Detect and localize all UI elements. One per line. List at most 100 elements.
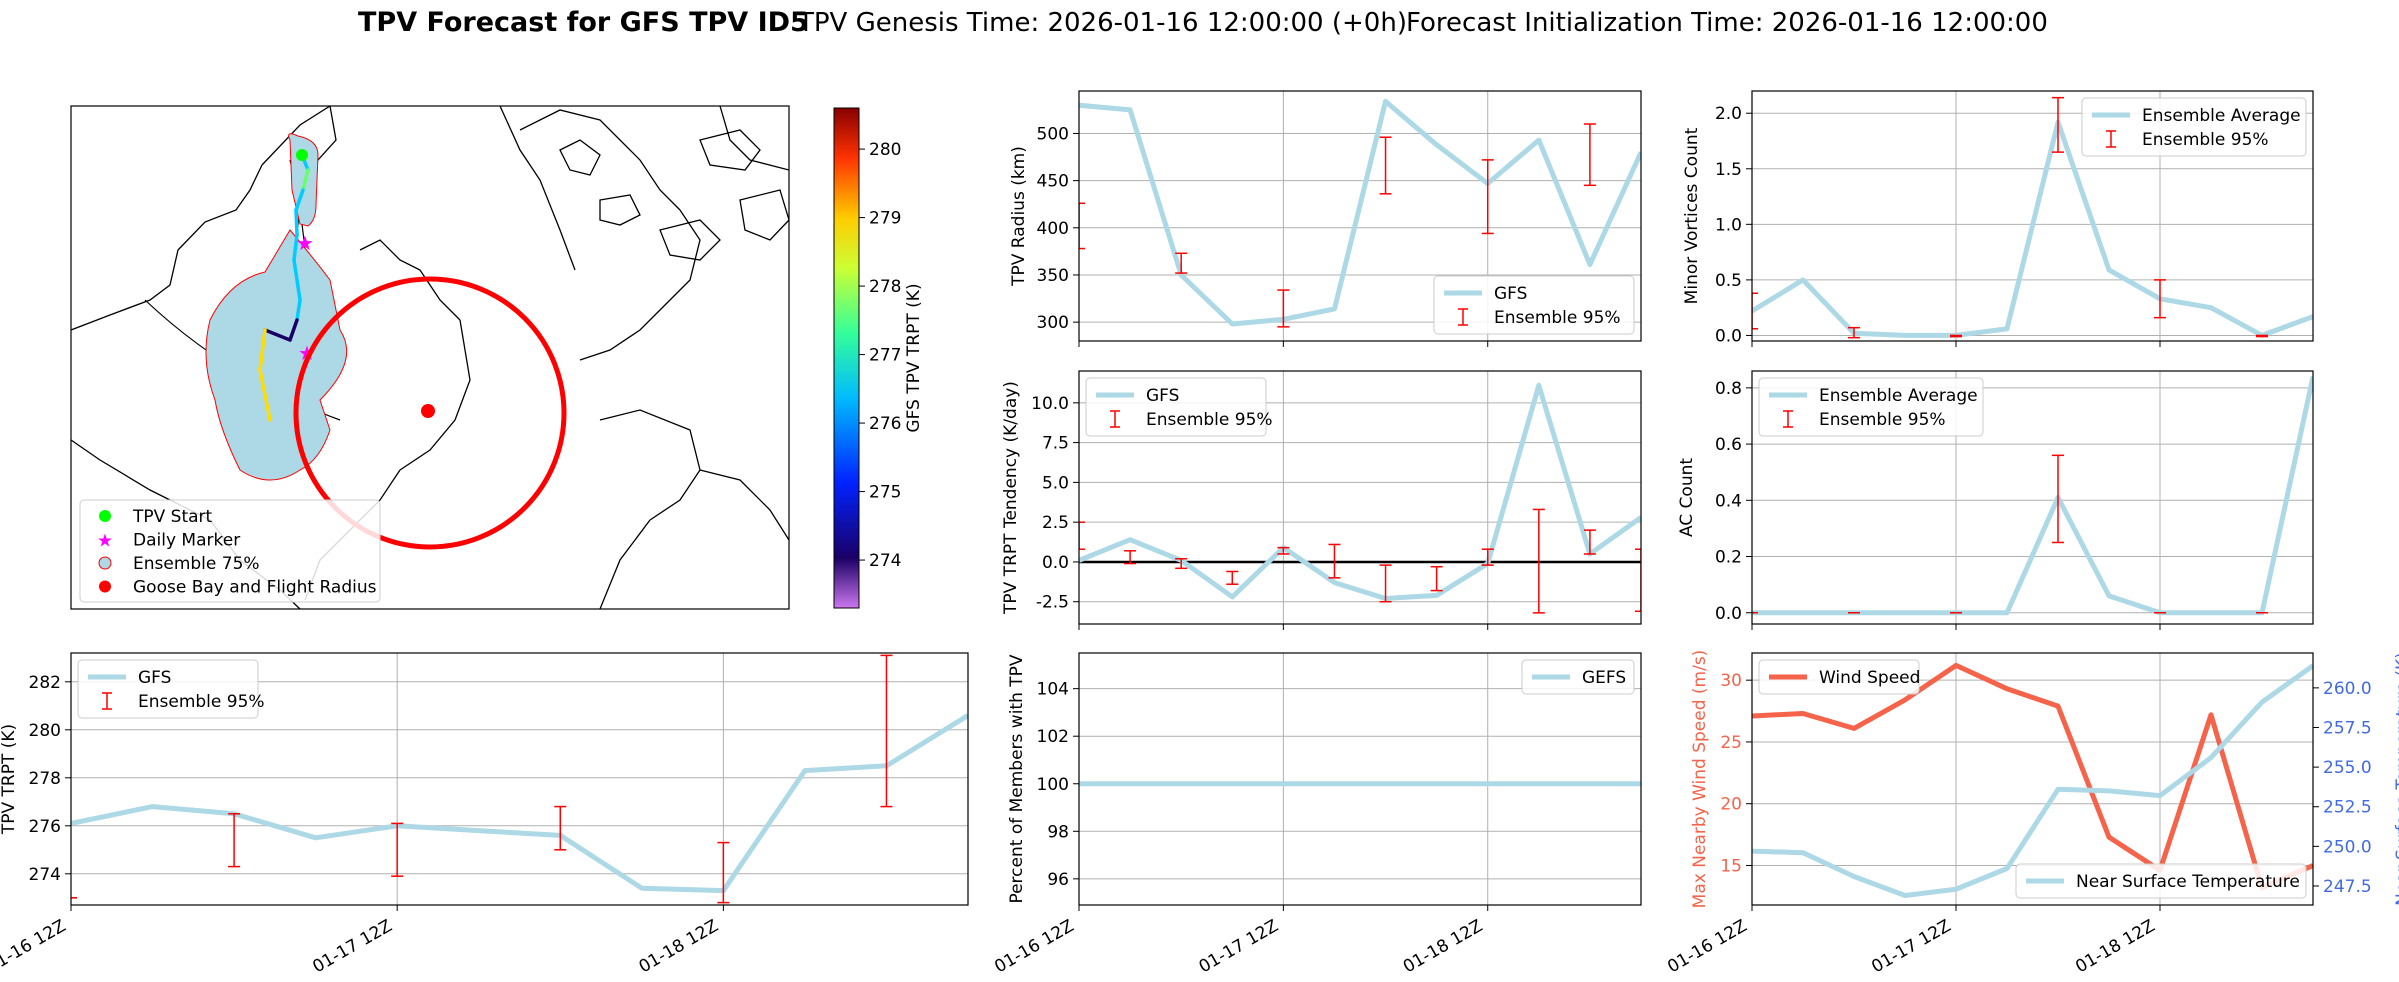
radius-series-line	[1079, 98, 1641, 327]
percent-ytick-label: 100	[1037, 775, 1069, 795]
percent-legend-box	[1521, 659, 1635, 695]
ac_count-legend-label: Ensemble Average	[1819, 386, 1978, 406]
map-colorbar-tick-label: 277	[869, 346, 901, 366]
radius-ytick-label: 500	[1037, 124, 1069, 144]
ac_count-plot-area	[1752, 376, 2313, 616]
title-init: Forecast Initialization Time: 2026-01-16…	[1406, 8, 2048, 38]
percent-ytick-label: 102	[1037, 727, 1069, 747]
map-colorbar-tick-label: 279	[869, 209, 901, 229]
tendency-ytick-label: -2.5	[1036, 593, 1069, 613]
ac_count-ytick-label: 0.6	[1715, 435, 1742, 455]
tendency-series-line	[1079, 382, 1641, 601]
tendency-ytick-label: 10.0	[1031, 394, 1069, 414]
minor_vortices-ylabel: Minor Vortices Count	[1682, 127, 1702, 304]
radius-legend-box	[1433, 275, 1635, 335]
wind_temp-ylabel-right: Near Surface Temperature (K)	[2393, 652, 2399, 906]
map-legend-goosebay-swatch	[99, 580, 111, 593]
percent-ytick-label: 96	[1047, 870, 1069, 890]
map-colorbar-tick-label: 280	[869, 140, 901, 160]
wind_temp-ytick-label: 20	[1720, 795, 1742, 815]
ac_count-ytick-label: 0.4	[1715, 491, 1742, 511]
trpt-series-line	[71, 713, 968, 894]
minor_vortices-frame	[1751, 90, 2314, 342]
percent-panel: 96 98 100 102 104 01-16 12Z 01-17 12Z 01-18 12Z…	[991, 652, 1642, 977]
ac_count-frame	[1751, 370, 2314, 625]
trpt-plot-area	[71, 654, 968, 904]
tendency-ytick-label: 2.5	[1042, 513, 1069, 533]
map-legend-label: Goose Bay and Flight Radius	[133, 578, 377, 598]
wind_temp-legend-box	[1758, 659, 1920, 695]
wind_temp-ytick-right-label: 252.5	[2323, 798, 2372, 818]
tendency-ylabel: TPV TRPT Tendency (K/day)	[1001, 381, 1021, 615]
map-track-segment	[295, 298, 302, 322]
percent-xtick-label: 01-16 12Z	[991, 916, 1077, 977]
tendency-ytick-label: 5.0	[1042, 473, 1069, 493]
trpt-ytick-label: 280	[29, 721, 61, 741]
map-colorbar-label: GFS TPV TRPT (K)	[904, 283, 924, 432]
map-track-segment	[301, 168, 310, 192]
radius-legend-label: GFS	[1494, 284, 1527, 304]
wind_temp-temperature-line	[1752, 663, 2313, 898]
map-coastline	[399, 319, 471, 471]
map-coastline	[579, 209, 701, 361]
trpt-ytick-label: 278	[29, 769, 61, 789]
wind_temp-xtick-label: 01-16 12Z	[1664, 916, 1750, 977]
map-coastline	[499, 106, 576, 271]
map-legend-label: Daily Marker	[133, 531, 240, 551]
wind_temp-temp-legend-box	[2015, 863, 2307, 899]
ac-count-panel: 0.0 0.2 0.4 0.6 0.8 AC Count Ensemble Average E…	[1677, 370, 2314, 630]
trpt-ytick-label: 276	[29, 817, 61, 837]
minor_vortices-ytick-label: 0.0	[1715, 326, 1742, 346]
wind_temp-ytick-right-label: 247.5	[2323, 877, 2372, 897]
wind_temp-series-line	[1752, 662, 2313, 891]
ac_count-legend-box	[1758, 377, 1984, 437]
tendency-legend-label: Ensemble 95%	[1146, 410, 1273, 430]
map-colorbar	[833, 107, 860, 609]
wind_temp-frame	[1751, 652, 2314, 906]
wind_temp-ytick-label: 30	[1720, 671, 1742, 691]
trpt-ytick-label: 282	[29, 673, 61, 693]
wind_temp-ytick-label: 25	[1720, 733, 1742, 753]
map-track-segment	[258, 328, 267, 372]
percent-ytick-label: 98	[1047, 822, 1069, 842]
wind_temp-xtick-label: 01-18 12Z	[2072, 916, 2158, 977]
map-legend-label: TPV Start	[132, 507, 213, 527]
wind_temp-ylabel: Max Nearby Wind Speed (m/s)	[1690, 650, 1710, 909]
minor_vortices-ytick-label: 0.5	[1715, 271, 1742, 291]
map-track-segment	[294, 208, 299, 237]
map-legend-label: Ensemble 75%	[133, 554, 260, 574]
map-coastline	[359, 239, 461, 321]
map-track-segment	[288, 318, 299, 342]
ac_count-ylabel: AC Count	[1677, 458, 1697, 537]
map-coastline	[719, 106, 789, 171]
percent-ytick-label: 104	[1037, 680, 1069, 700]
title-genesis: TPV Genesis Time: 2026-01-16 12:00:00 (+…	[797, 8, 1407, 38]
map-track-segment	[292, 258, 302, 302]
wind_temp-xtick-label: 01-17 12Z	[1868, 916, 1954, 977]
tendency-plot-area	[1079, 382, 1641, 614]
map-coastline	[659, 219, 721, 261]
wind_temp-ytick-right-label: 250.0	[2323, 837, 2372, 857]
tendency-ytick-label: 7.5	[1042, 434, 1069, 454]
minor_vortices-legend-label: Ensemble 95%	[2142, 130, 2269, 150]
trpt-ylabel: TPV TRPT (K)	[0, 724, 19, 835]
wind_temp-plot-area	[1752, 662, 2313, 898]
radius-ytick-label: 450	[1037, 172, 1069, 192]
trpt-xtick-label: 01-18 12Z	[636, 916, 722, 977]
title-bold: TPV Forecast for GFS TPV ID5	[358, 7, 809, 38]
map-legend-star-swatch: ★	[97, 531, 113, 552]
map-track-segment	[294, 188, 305, 212]
map-frame	[70, 105, 790, 610]
wind_temp-ytick-right-label: 257.5	[2323, 718, 2372, 738]
wind-temp-panel: 15 20 25 30 01-16 12Z 01-17 12Z 01-18 12Z Max N…	[1664, 650, 2399, 978]
map-coastline	[519, 109, 681, 211]
tendency-panel: -2.5 0.0 2.5 5.0 7.5 10.0 TPV TRPT Tendency (K…	[1001, 370, 1642, 630]
minor_vortices-ytick-label: 1.0	[1715, 215, 1742, 235]
radius-ytick-label: 300	[1037, 313, 1069, 333]
minor_vortices-plot-area	[1752, 96, 2313, 339]
map-ensemble-area	[288, 133, 319, 227]
wind_temp-ytick-right-label: 255.0	[2323, 758, 2372, 778]
map-coastline	[71, 164, 263, 331]
